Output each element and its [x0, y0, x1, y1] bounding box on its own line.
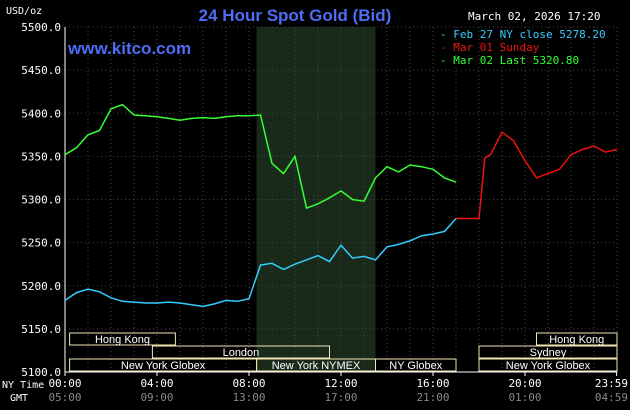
gmt-tick-label: 01:00 [508, 391, 541, 404]
y-tick-label: 5100.0 [21, 366, 61, 379]
session-label: New York Globex [506, 360, 591, 372]
session-label: Hong Kong [95, 334, 150, 346]
y-tick-label: 5150.0 [21, 323, 61, 336]
gmt-tick-label: 04:59 [595, 391, 628, 404]
x-tick-label: 12:00 [324, 377, 357, 390]
gmt-row-label: GMT [10, 393, 28, 404]
x-tick-label: 08:00 [232, 377, 265, 390]
y-tick-label: 5400.0 [21, 107, 61, 120]
unit-label: USD/oz [6, 6, 42, 17]
y-tick-label: 5250.0 [21, 237, 61, 250]
x-tick-label: 20:00 [508, 377, 541, 390]
session-label: Hong Kong [549, 334, 604, 346]
site-watermark: www.kitco.com [67, 39, 191, 58]
session-label: New York Globex [121, 360, 206, 372]
session-label: NY Globex [389, 360, 442, 372]
gmt-tick-label: 17:00 [324, 391, 357, 404]
legend-entry: - Mar 02 Last 5320.80 [440, 54, 579, 67]
session-label: Sydney [530, 347, 567, 359]
gmt-tick-label: 21:00 [416, 391, 449, 404]
gmt-tick-label: 09:00 [140, 391, 173, 404]
y-tick-label: 5200.0 [21, 280, 61, 293]
x-tick-label: 04:00 [140, 377, 173, 390]
x-tick-label: 00:00 [48, 377, 81, 390]
session-bar [69, 332, 176, 346]
y-tick-label: 5300.0 [21, 194, 61, 207]
session-bar [478, 358, 618, 372]
series-line-1 [64, 218, 457, 308]
session-label: London [223, 347, 260, 359]
session-bar [151, 345, 330, 359]
series-line-2 [456, 131, 618, 220]
x-tick-label: 16:00 [416, 377, 449, 390]
y-tick-label: 5450.0 [21, 64, 61, 77]
plot-area: 5500.0 5450.0 5400.0 5350.0 5300.0 5250.0 5200… [2, 21, 628, 404]
session-bar [478, 345, 618, 359]
series-line-3 [64, 103, 457, 210]
chart-date: March 02, 2026 17:20 [468, 10, 600, 23]
gmt-tick-label: 05:00 [48, 391, 81, 404]
legend-entry: - Feb 27 NY close 5278.20 [440, 28, 606, 41]
session-bar [536, 332, 618, 346]
legend-entry: - Mar 01 Sunday [440, 41, 540, 54]
chart-title: 24 Hour Spot Gold (Bid) [199, 6, 392, 25]
session-bar [375, 358, 457, 372]
x-tick-label: 23:59 [595, 377, 628, 390]
gmt-tick-label: 13:00 [232, 391, 265, 404]
session-label: New York NYMEX [272, 360, 361, 372]
y-tick-label: 5350.0 [21, 150, 61, 163]
x-row-label: NY Time [2, 380, 44, 391]
y-tick-label: 5500.0 [21, 21, 61, 34]
